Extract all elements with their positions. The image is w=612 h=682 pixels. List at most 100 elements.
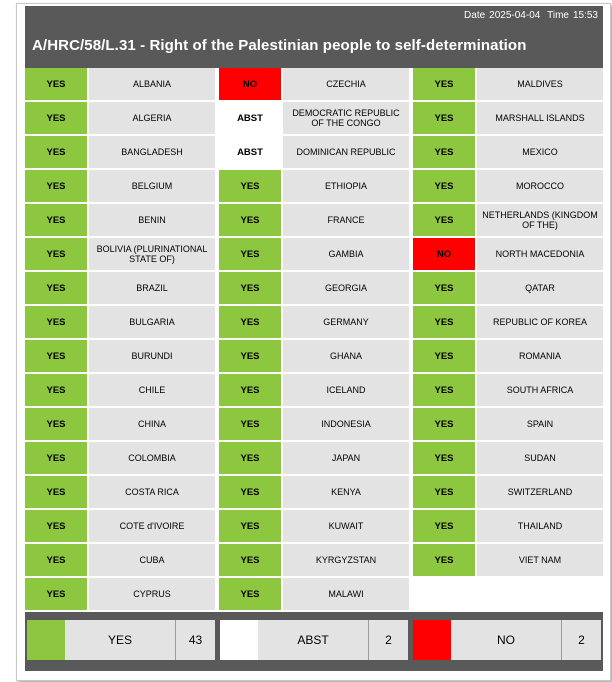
vote-row: YES JAPAN	[219, 442, 409, 474]
vote-row: YES MEXICO	[413, 136, 603, 168]
country-name: ALGERIA	[89, 102, 215, 134]
country-name: QATAR	[477, 272, 603, 304]
vote-row: YES COTE d'IVOIRE	[25, 510, 215, 542]
vote-badge: YES	[413, 272, 475, 304]
date-label: Date	[464, 10, 486, 21]
vote-badge: YES	[219, 204, 281, 236]
vote-badge: YES	[413, 306, 475, 338]
vote-badge: YES	[25, 102, 87, 134]
country-name: DEMOCRATIC REPUBLIC OF THE CONGO	[283, 102, 409, 134]
country-name: REPUBLIC OF KOREA	[477, 306, 603, 338]
vote-row: YES SPAIN	[413, 408, 603, 440]
country-name: BENIN	[89, 204, 215, 236]
vote-row: YES CHINA	[25, 408, 215, 440]
vote-badge: YES	[413, 204, 475, 236]
date-time-readout: Date 2025-04-04 Time 15:53	[460, 10, 598, 21]
yes-swatch	[27, 620, 65, 660]
time-label: Time	[547, 10, 569, 21]
country-name: MEXICO	[477, 136, 603, 168]
vote-badge: YES	[25, 238, 87, 270]
vote-badge: YES	[25, 408, 87, 440]
vote-row: YES NETHERLANDS (KINGDOM OF THE)	[413, 204, 603, 236]
vote-row: YES CYPRUS	[25, 578, 215, 610]
vote-badge: YES	[25, 374, 87, 406]
vote-row: YES SUDAN	[413, 442, 603, 474]
vote-badge: YES	[413, 170, 475, 202]
total-no: NO 2	[413, 620, 601, 660]
country-name: THAILAND	[477, 510, 603, 542]
country-name: CUBA	[89, 544, 215, 576]
vote-row: YES MOROCCO	[413, 170, 603, 202]
vote-badge: YES	[413, 510, 475, 542]
country-name: BANGLADESH	[89, 136, 215, 168]
vote-row: YES CUBA	[25, 544, 215, 576]
country-name: KUWAIT	[283, 510, 409, 542]
vote-row: YES BULGARIA	[25, 306, 215, 338]
vote-row: YES COLOMBIA	[25, 442, 215, 474]
vote-badge: YES	[413, 136, 475, 168]
vote-row: ABST DEMOCRATIC REPUBLIC OF THE CONGO	[219, 102, 409, 134]
vote-row: YES MALDIVES	[413, 68, 603, 100]
vote-badge: ABST	[219, 102, 281, 134]
vote-row: YES BANGLADESH	[25, 136, 215, 168]
vote-row: YES MARSHALL ISLANDS	[413, 102, 603, 134]
vote-badge: ABST	[219, 136, 281, 168]
vote-row: YES ICELAND	[219, 374, 409, 406]
country-name: ALBANIA	[89, 68, 215, 100]
vote-row: YES BRAZIL	[25, 272, 215, 304]
total-yes-label: YES	[65, 620, 176, 660]
country-name: ROMANIA	[477, 340, 603, 372]
vote-row: YES COSTA RICA	[25, 476, 215, 508]
country-name: GAMBIA	[283, 238, 409, 270]
vote-row: YES BENIN	[25, 204, 215, 236]
vote-row: YES THAILAND	[413, 510, 603, 542]
vote-badge: YES	[25, 442, 87, 474]
country-name: BRAZIL	[89, 272, 215, 304]
vote-badge: NO	[413, 238, 475, 270]
vote-badge: YES	[25, 272, 87, 304]
country-name: BURUNDI	[89, 340, 215, 372]
country-name: MALDIVES	[477, 68, 603, 100]
country-name: COLOMBIA	[89, 442, 215, 474]
vote-row: YES GEORGIA	[219, 272, 409, 304]
total-yes: YES 43	[27, 620, 215, 660]
country-name: NORTH MACEDONIA	[477, 238, 603, 270]
total-abst-count: 2	[369, 620, 408, 660]
country-name: SPAIN	[477, 408, 603, 440]
vote-badge: YES	[413, 442, 475, 474]
vote-row: YES FRANCE	[219, 204, 409, 236]
vote-badge: YES	[413, 374, 475, 406]
country-name: ETHIOPIA	[283, 170, 409, 202]
country-name: ICELAND	[283, 374, 409, 406]
vote-badge: YES	[25, 476, 87, 508]
no-swatch	[413, 620, 451, 660]
vote-row: YES BURUNDI	[25, 340, 215, 372]
vote-row: ABST DOMINICAN REPUBLIC	[219, 136, 409, 168]
total-no-label: NO	[451, 620, 562, 660]
vote-badge: YES	[413, 102, 475, 134]
date-value: 2025-04-04	[489, 10, 541, 21]
resolution-title: A/HRC/58/L.31 - Right of the Palestinian…	[32, 37, 527, 54]
vote-badge: YES	[25, 510, 87, 542]
vote-row: YES GHANA	[219, 340, 409, 372]
country-name: CYPRUS	[89, 578, 215, 610]
country-name: NETHERLANDS (KINGDOM OF THE)	[477, 204, 603, 236]
vote-badge: YES	[25, 170, 87, 202]
vote-badge: YES	[219, 374, 281, 406]
country-name: CZECHIA	[283, 68, 409, 100]
vote-badge: YES	[219, 170, 281, 202]
vote-row: YES ETHIOPIA	[219, 170, 409, 202]
vote-row: NO CZECHIA	[219, 68, 409, 100]
country-name: GHANA	[283, 340, 409, 372]
country-name: MOROCCO	[477, 170, 603, 202]
vote-badge: YES	[219, 340, 281, 372]
country-name: CHINA	[89, 408, 215, 440]
country-name: GERMANY	[283, 306, 409, 338]
country-name: FRANCE	[283, 204, 409, 236]
vote-grid: YES ALBANIA YES ALGERIA YES BANGLADESH YES BELG…	[25, 68, 603, 610]
country-name: CHILE	[89, 374, 215, 406]
country-name: DOMINICAN REPUBLIC	[283, 136, 409, 168]
vote-badge: YES	[219, 306, 281, 338]
vote-row: YES CHILE	[25, 374, 215, 406]
country-name: SUDAN	[477, 442, 603, 474]
